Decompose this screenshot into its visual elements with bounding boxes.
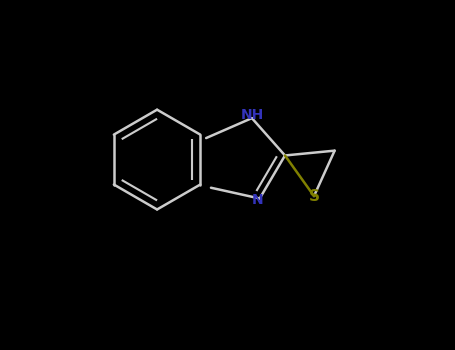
Text: NH: NH (240, 107, 263, 121)
Text: S: S (308, 189, 319, 204)
Text: N: N (252, 193, 264, 207)
